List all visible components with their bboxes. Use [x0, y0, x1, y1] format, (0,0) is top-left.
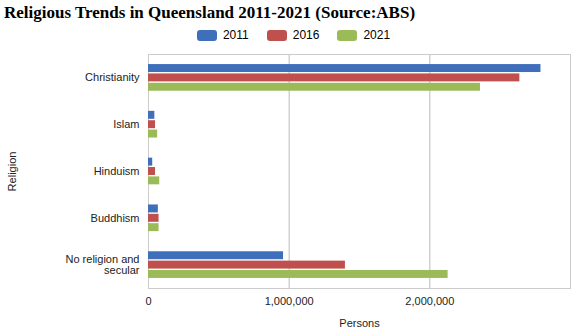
- svg-text:Hinduism: Hinduism: [94, 165, 140, 177]
- svg-text:0: 0: [145, 295, 151, 307]
- svg-text:Islam: Islam: [113, 118, 139, 130]
- svg-text:Religion: Religion: [6, 152, 18, 192]
- html-text:2021: 2021: [363, 28, 391, 42]
- svg-text:1,000,000: 1,000,000: [265, 295, 314, 307]
- svg-text:Christianity: Christianity: [85, 71, 140, 83]
- svg-text:2,000,000: 2,000,000: [405, 295, 454, 307]
- html-text:2011: 2011: [222, 28, 249, 42]
- html-text:2016: 2016: [292, 28, 320, 42]
- svg-text:Persons: Persons: [339, 317, 380, 329]
- html-text:Religious Trends in Queensland: Religious Trends in Queensland 2011-2021…: [4, 3, 416, 22]
- svg-text:Buddhism: Buddhism: [91, 212, 140, 224]
- svg-text:No religion andsecular: No religion andsecular: [66, 253, 140, 276]
